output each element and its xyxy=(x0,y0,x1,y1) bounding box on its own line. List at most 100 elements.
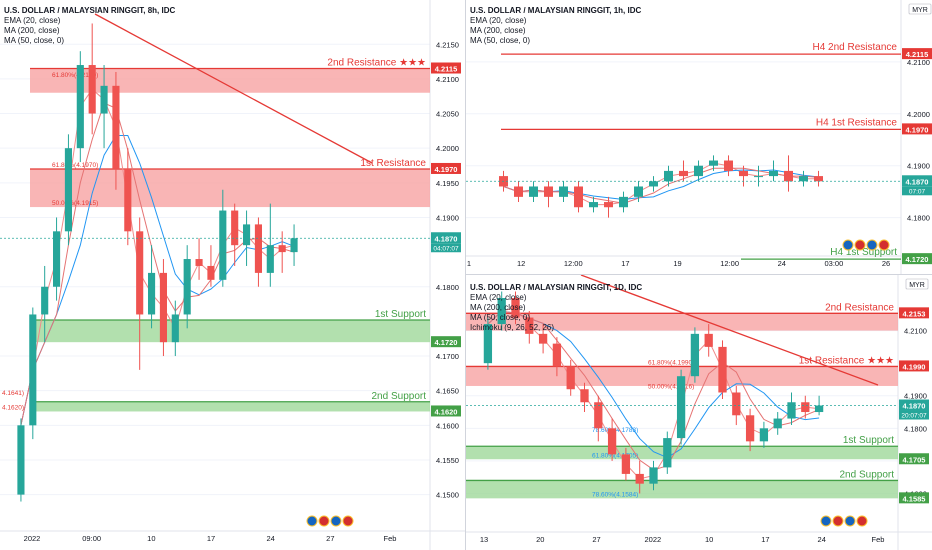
time-tick-label: 09:00 xyxy=(82,534,101,543)
economic-event-flag-icon xyxy=(306,515,318,527)
candle-body xyxy=(112,85,120,169)
price-tick-label: 4.1600 xyxy=(436,421,459,430)
ma50-line xyxy=(503,167,819,204)
pane-divider-horizontal[interactable] xyxy=(466,274,932,275)
support-zone xyxy=(30,320,430,343)
price-tick-label: 4.1500 xyxy=(436,491,459,500)
candle-body xyxy=(649,467,658,484)
economic-event-flag-icon xyxy=(856,515,868,527)
resistance-label: 2nd Resistance ★★★ xyxy=(327,58,426,69)
last-price-badge: 4.1870 xyxy=(906,177,929,186)
candle-body xyxy=(100,85,108,114)
last-price-badge: 4.1870 xyxy=(435,234,458,243)
time-tick-label: 27 xyxy=(592,535,600,544)
candle-body xyxy=(679,170,688,177)
level-price-badge-bg xyxy=(899,307,929,319)
level-price-badge-bg xyxy=(899,453,929,465)
economic-event-flag-icon xyxy=(866,239,878,251)
price-tick-label: 4.1900 xyxy=(904,392,927,401)
level-price-badge-bg xyxy=(902,253,932,265)
level-price-badge: 4.1970 xyxy=(906,125,929,134)
chart-1h-canvas[interactable]: 4.2100 4.2000 4.1900 4.1800 MYR 1 12 12:00 17 19 1… xyxy=(466,0,932,274)
indicator-ma200[interactable]: MA (200, close) xyxy=(470,26,526,35)
time-tick-label: 03:00 xyxy=(824,259,843,268)
time-tick-label: 17 xyxy=(207,534,215,543)
indicator-ma200[interactable]: MA (200, close) xyxy=(470,303,526,312)
candle-body xyxy=(589,202,598,208)
level-price-badge-bg xyxy=(431,62,461,74)
candle-body xyxy=(243,224,251,246)
indicator-ema[interactable]: EMA (20, close) xyxy=(4,16,61,25)
currency-badge-bg xyxy=(908,3,932,15)
chart-1h[interactable]: 4.2100 4.2000 4.1900 4.1800 MYR 1 12 12:00 17 19 1… xyxy=(466,0,932,274)
fib-level-label: 61.80%(4.2100) xyxy=(52,72,98,79)
indicator-ema[interactable]: EMA (20, close) xyxy=(470,293,527,302)
time-tick-label: 10 xyxy=(147,534,155,543)
indicator-ma50[interactable]: MA (50, close, 0) xyxy=(470,36,531,45)
indicator-ema[interactable]: EMA (20, close) xyxy=(470,16,527,25)
time-tick-label: 12 xyxy=(517,259,525,268)
candle-body xyxy=(739,170,748,177)
chart-1d-canvas[interactable]: 4.21004.19004.18004.17004.1600MYR1320272… xyxy=(466,275,932,550)
support-label: 2nd Support xyxy=(840,469,895,480)
chart-8h[interactable]: 4.2150 4.2100 4.2050 4.2000 4.1950 4.1900 4.18… xyxy=(0,0,465,550)
level-price-badge: 4.1585 xyxy=(903,494,926,503)
level-price-badge: 4.2153 xyxy=(903,309,926,318)
support-zone xyxy=(30,401,430,412)
level-price-badge: 4.1705 xyxy=(903,455,926,464)
price-tick-label: 4.2000 xyxy=(907,110,930,119)
resistance-zone xyxy=(466,313,898,331)
level-price-badge: 4.1720 xyxy=(435,338,458,347)
candle-body xyxy=(159,272,167,343)
level-price-badge-bg xyxy=(902,123,932,135)
fib-level-label: 61.80%(4.1705) xyxy=(592,452,638,459)
candle-body xyxy=(724,160,733,171)
economic-event-flag-icon xyxy=(820,515,832,527)
economic-event-flag-icon xyxy=(878,239,890,251)
candle-body xyxy=(634,186,643,197)
price-tick-label: 4.1700 xyxy=(436,352,459,361)
indicator-ma50[interactable]: MA (50, close, 0) xyxy=(470,313,531,322)
indicator-ma50[interactable]: MA (50, close, 0) xyxy=(4,36,65,45)
candle-body xyxy=(183,259,191,315)
candle-body xyxy=(694,165,703,177)
candle-body xyxy=(704,333,713,347)
candle-body xyxy=(604,202,613,208)
candle-body xyxy=(718,346,727,393)
candle-body xyxy=(621,454,631,474)
candle-body xyxy=(29,314,37,426)
support-label: H4 1st Support xyxy=(830,247,897,258)
pane-divider-vertical[interactable] xyxy=(465,0,466,550)
support-zone xyxy=(466,446,898,460)
chart-1h-title: U.S. DOLLAR / MALAYSIAN RINGGIT, 1h, IDC xyxy=(470,6,642,15)
level-price-badge-bg xyxy=(431,336,461,348)
time-tick-label: 24 xyxy=(266,534,274,543)
time-tick-label: 20 xyxy=(536,535,544,544)
chart-1d[interactable]: 4.21004.19004.18004.17004.1600MYR1320272… xyxy=(466,275,932,550)
level-price-badge: 4.1990 xyxy=(903,362,926,371)
time-tick-label: 2022 xyxy=(645,535,662,544)
candle-body xyxy=(676,376,686,439)
price-tick-label: 4.1800 xyxy=(904,424,927,433)
chart-8h-canvas[interactable]: 4.2150 4.2100 4.2050 4.2000 4.1950 4.1900 4.18… xyxy=(0,0,465,550)
candle-body xyxy=(787,402,796,419)
candle-body xyxy=(607,428,617,455)
indicator-ma200[interactable]: MA (200, close) xyxy=(4,26,60,35)
candle-body xyxy=(88,65,96,114)
candle-body xyxy=(514,186,523,197)
candle-body xyxy=(278,245,286,253)
fib-level-label: 50.00%(4.1915) xyxy=(52,200,98,207)
countdown-label: 04:07:07 xyxy=(433,245,459,252)
candle-body xyxy=(511,298,520,318)
candle-body xyxy=(124,168,132,232)
countdown-bg xyxy=(902,186,932,196)
trend-line xyxy=(580,275,879,386)
currency-badge: MYR xyxy=(909,282,925,289)
time-tick-label: 17 xyxy=(761,535,769,544)
candle-body xyxy=(148,272,156,315)
indicator-ichimoku[interactable]: Ichimoku (9, 26, 52, 26) xyxy=(470,323,555,332)
time-tick-label: 13 xyxy=(480,535,488,544)
candle-body xyxy=(799,176,808,182)
support-zone xyxy=(466,480,898,499)
candle-body xyxy=(483,324,493,364)
